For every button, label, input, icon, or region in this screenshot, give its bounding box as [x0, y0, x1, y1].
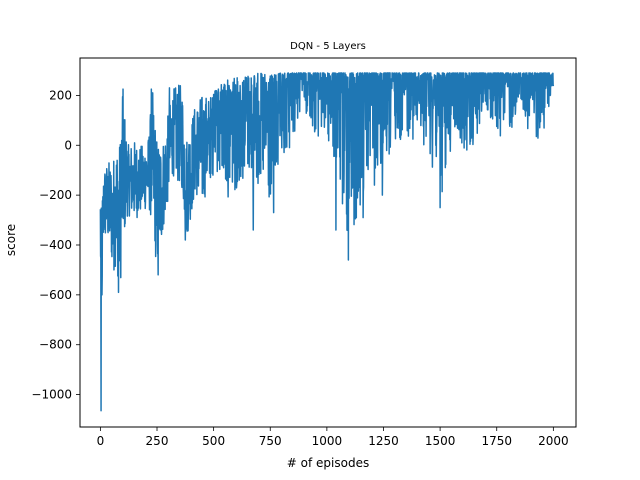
y-tick-label: 200 [49, 88, 72, 102]
x-tick-label: 1500 [425, 434, 456, 448]
y-tick-label: −800 [39, 338, 72, 352]
x-tick-label: 500 [202, 434, 225, 448]
x-tick-label: 0 [97, 434, 105, 448]
x-tick-label: 1250 [368, 434, 399, 448]
x-tick-label: 750 [259, 434, 282, 448]
score-line [99, 72, 555, 412]
series-layer [99, 72, 555, 412]
x-tick-label: 1000 [312, 434, 343, 448]
y-tick-label: −1000 [31, 388, 72, 402]
y-tick-label: −400 [39, 238, 72, 252]
y-axis-title: score [4, 224, 18, 256]
x-axis-title: # of episodes [287, 456, 369, 470]
chart-title: DQN - 5 Layers [290, 41, 366, 52]
y-tick-label: −600 [39, 288, 72, 302]
y-tick-label: −200 [39, 188, 72, 202]
x-axis: 0 250 500 750 1000 1250 1500 1750 2000 [97, 427, 569, 448]
plot-frame [79, 57, 577, 428]
x-tick-label: 2000 [538, 434, 569, 448]
x-tick-label: 1750 [481, 434, 512, 448]
y-tick-label: 0 [64, 138, 72, 152]
y-axis: 200 0 −200 −400 −600 −800 −1000 [31, 88, 80, 402]
x-tick-label: 250 [146, 434, 169, 448]
